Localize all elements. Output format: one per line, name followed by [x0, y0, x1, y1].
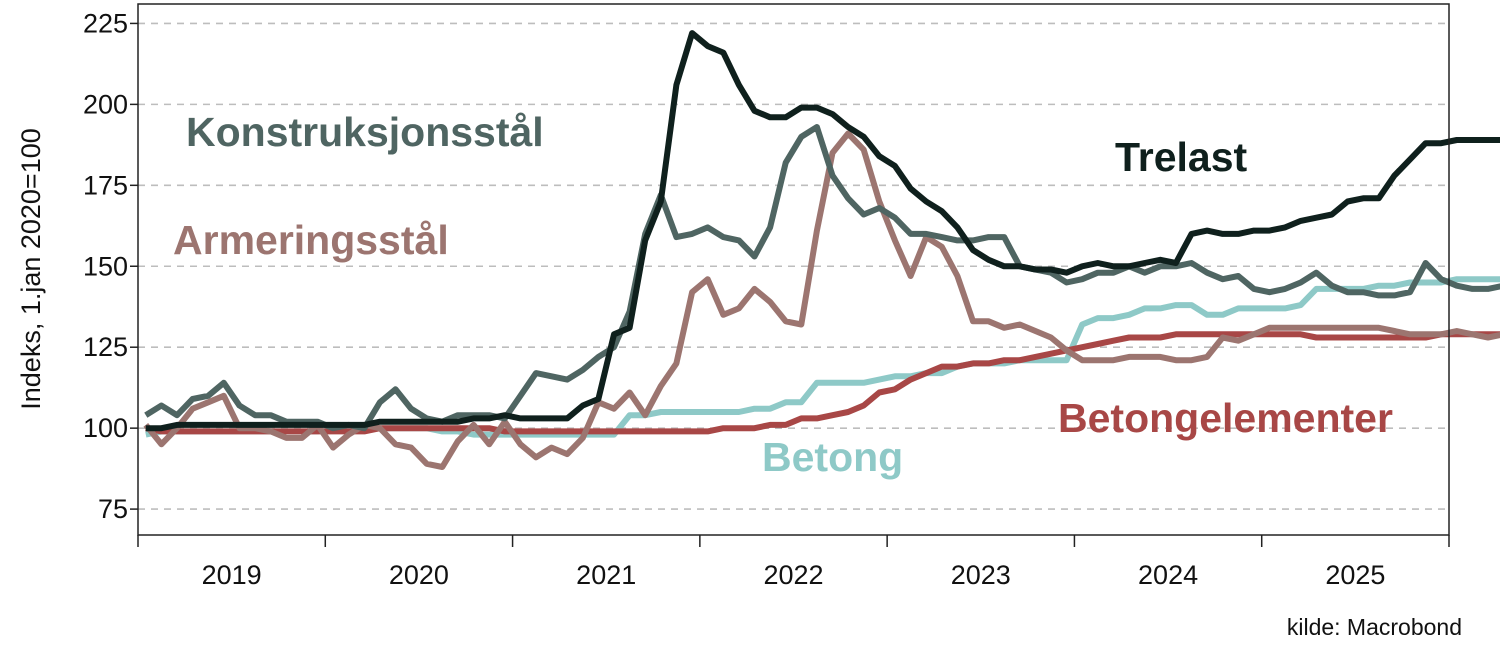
series-line-3	[144, 124, 1500, 432]
series-label-armeringsstal: Armeringsstål	[173, 217, 449, 263]
series-label-trelast: Trelast	[1115, 134, 1248, 180]
y-axis-title: Indeks, 1.jan 2020=100	[16, 128, 46, 409]
y-tick-label-125: 125	[83, 332, 128, 362]
source-note: kilde: Macrobond	[1286, 614, 1462, 640]
series-label-betong: Betong	[762, 434, 903, 480]
y-tick-label-100: 100	[83, 413, 128, 443]
x-tick-label-2021: 2021	[576, 560, 636, 590]
x-tick-label-2025: 2025	[1325, 560, 1385, 590]
series-lines	[143, 30, 1500, 470]
y-tick-label-175: 175	[83, 170, 128, 200]
plot-frame	[137, 3, 1450, 536]
gridlines	[138, 22, 1449, 510]
x-tick-label-2022: 2022	[763, 560, 823, 590]
y-tick-label-150: 150	[83, 251, 128, 281]
y-tick-label-75: 75	[98, 494, 128, 524]
series-label-betongelementer: Betongelementer	[1058, 395, 1393, 441]
x-tick-label-2023: 2023	[951, 560, 1011, 590]
x-tick-label-2019: 2019	[202, 560, 262, 590]
x-tick-label-2024: 2024	[1138, 560, 1198, 590]
series-label-konstruksjonsstal: Konstruksjonsstål	[186, 109, 544, 155]
x-tick-label-2020: 2020	[389, 560, 449, 590]
y-tick-label-200: 200	[83, 89, 128, 119]
series-line-2	[143, 130, 1500, 470]
x-axis: 2019 2020 2021 2022 2023 2024 2025	[137, 535, 1450, 590]
y-tick-label-225: 225	[83, 8, 128, 38]
y-axis: 75 100 125 150 175 200 225	[83, 8, 138, 524]
series-line-4	[145, 30, 1500, 432]
